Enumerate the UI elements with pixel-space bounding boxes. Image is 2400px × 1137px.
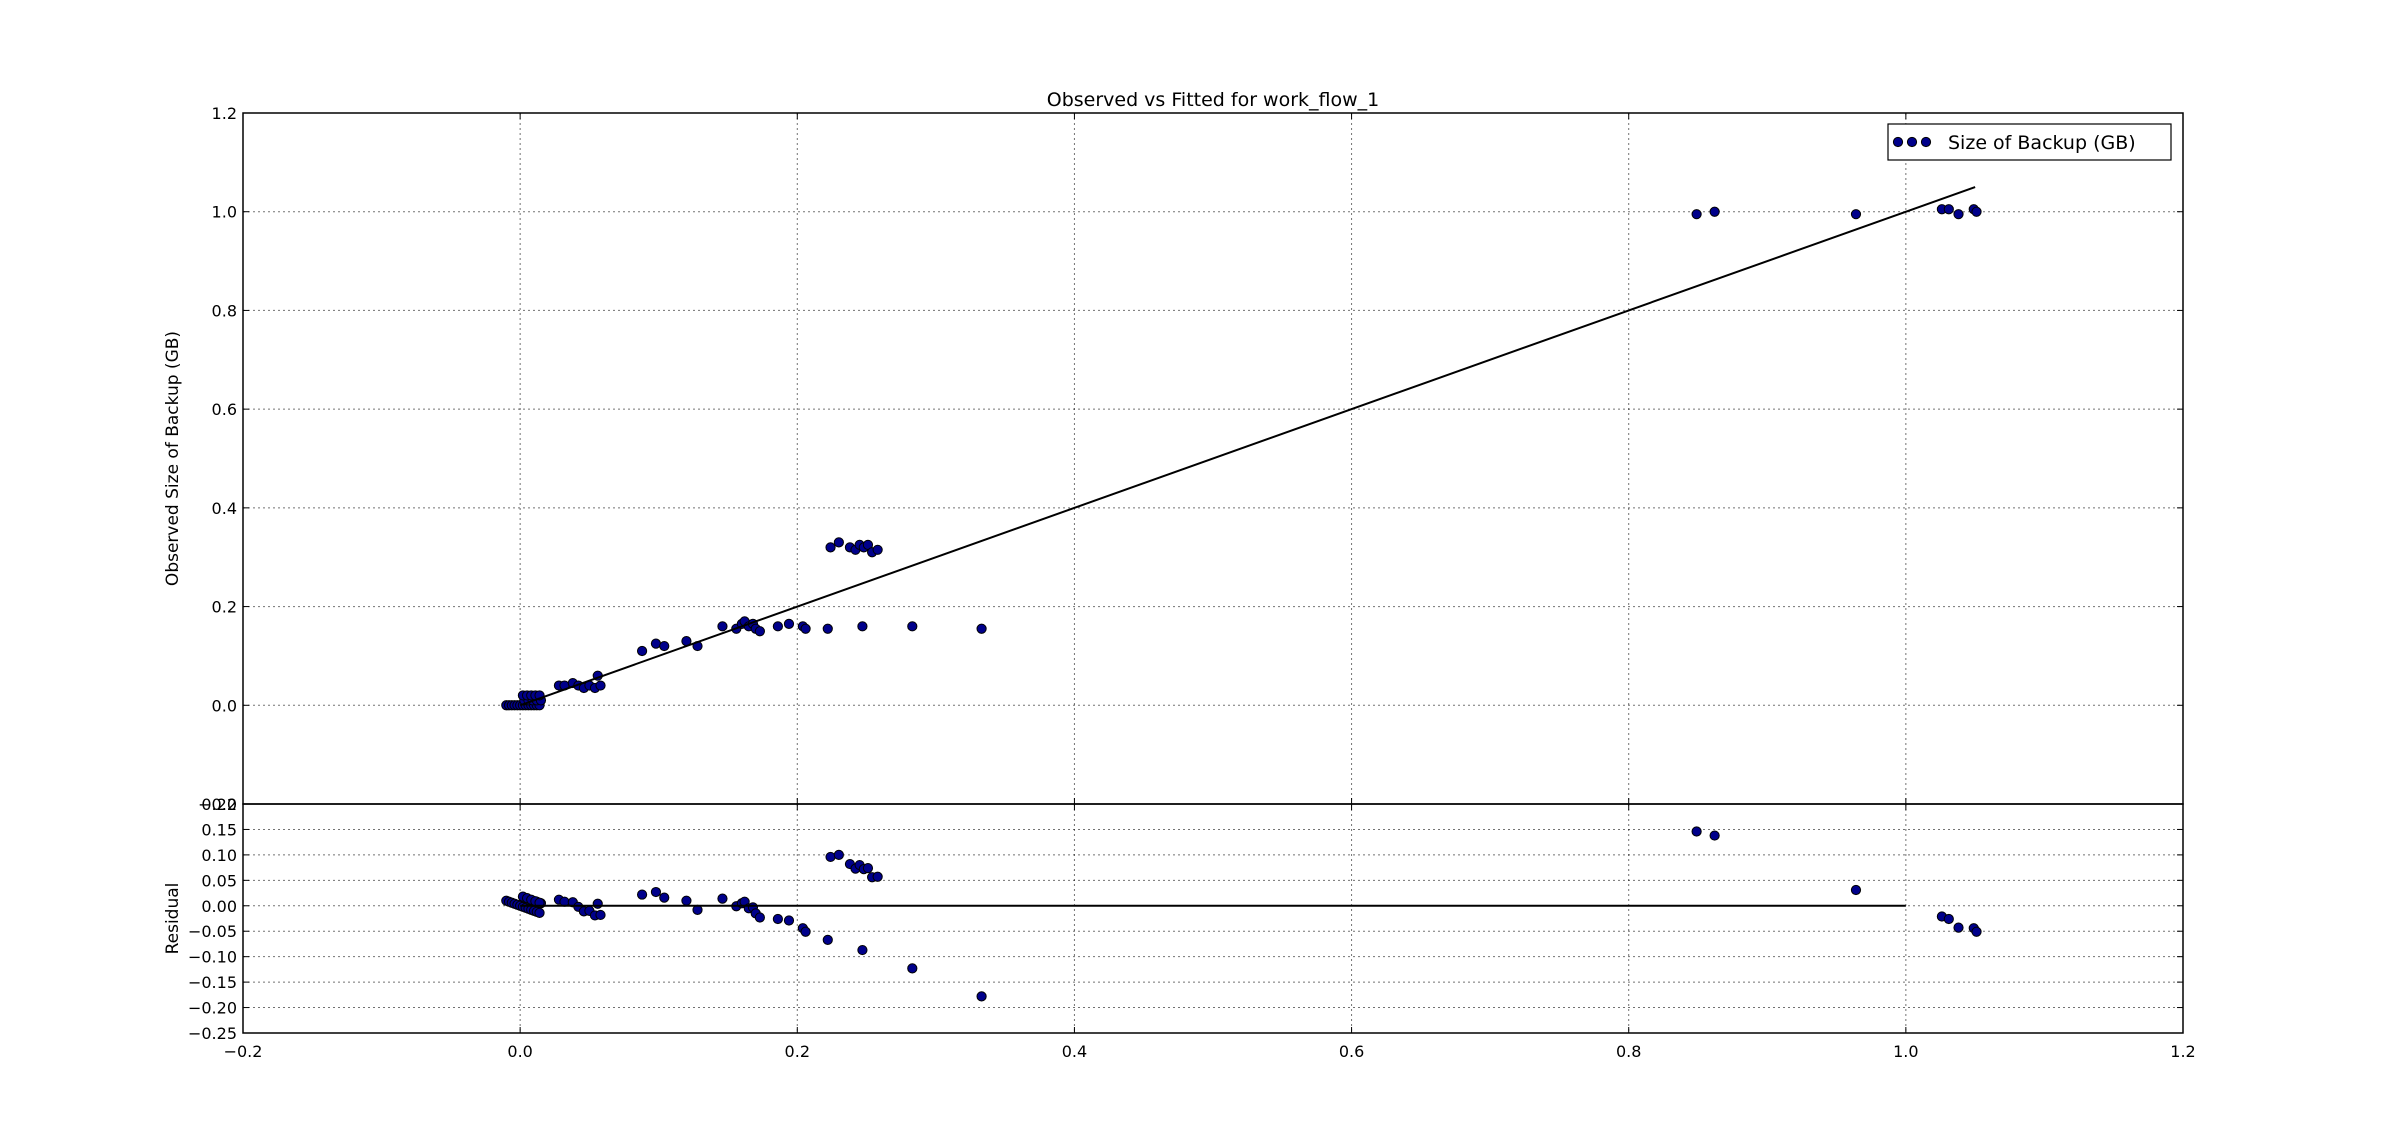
main-data-point <box>783 618 795 629</box>
resid-y-tick-label: 0.10 <box>201 846 237 865</box>
resid-y-tick-label: −0.20 <box>188 999 237 1018</box>
main-data-point <box>822 623 833 634</box>
resid-x-tick-label: 0.4 <box>1062 1042 1087 1061</box>
legend-marker <box>1892 136 1904 148</box>
resid-y-tick-label: −0.25 <box>188 1024 237 1043</box>
resid-data-point <box>833 849 844 860</box>
legend: Size of Backup (GB) <box>1887 123 2172 161</box>
resid-data-point <box>907 963 918 974</box>
main-plot-panel: −0.2 0.0 0.2 0.4 0.6 0.8 1.0 1.2 Observed vs Fi… <box>163 89 2184 814</box>
main-data-point <box>1691 209 1702 220</box>
main-y-tick-label: 0.6 <box>212 400 237 419</box>
resid-data-point <box>1953 922 1964 933</box>
main-data-point <box>833 537 844 548</box>
resid-data-point <box>976 991 987 1002</box>
main-y-tick-label: 1.2 <box>212 104 237 123</box>
resid-data-point <box>595 909 606 921</box>
resid-data-point <box>754 912 765 923</box>
main-data-point <box>857 621 868 632</box>
main-data-point <box>595 680 606 691</box>
chart-title: Observed vs Fitted for work_flow_1 <box>1047 89 1380 111</box>
legend-box <box>1887 123 2172 161</box>
legend-marker <box>1920 136 1932 148</box>
residual-plot-panel: −0.2 0.0 0.2 0.4 0.6 0.8 1.0 1.2 −0.25 −0.20 −0.15… <box>163 795 2196 1061</box>
main-y-tick-label: 0.4 <box>212 499 237 518</box>
resid-data-point <box>717 893 728 904</box>
resid-data-point <box>534 907 545 919</box>
main-data-point <box>800 623 811 634</box>
resid-data-point <box>592 898 603 909</box>
main-y-tick-label: −0.2 <box>198 795 237 814</box>
main-data-point <box>636 645 648 657</box>
legend-entry-label: Size of Backup (GB) <box>1948 132 2136 154</box>
resid-x-tick-label: 0.2 <box>785 1042 810 1061</box>
main-ticks: −0.2 0.0 0.2 0.4 0.6 0.8 1.0 1.2 <box>198 104 2184 814</box>
main-data-point <box>650 638 662 649</box>
resid-y-tick-label: 0.20 <box>201 795 237 814</box>
main-data-point <box>825 542 836 553</box>
resid-data-point <box>681 895 692 906</box>
resid-data-point <box>783 915 795 926</box>
y-axis-label: Observed Size of Backup (GB) <box>163 331 183 586</box>
main-data-point <box>1971 206 1982 217</box>
resid-x-tick-label: 1.2 <box>2170 1042 2195 1061</box>
resid-y-tick-label: −0.15 <box>188 973 237 992</box>
main-data-point <box>976 623 987 634</box>
resid-y-tick-label: −0.10 <box>188 948 237 967</box>
resid-data-point <box>872 871 883 882</box>
resid-data-point <box>1971 926 1982 937</box>
main-data-point <box>717 621 728 632</box>
residual-marks <box>501 826 1982 1002</box>
resid-data-point <box>636 889 648 900</box>
main-data-point <box>772 621 783 632</box>
resid-data-point <box>1691 826 1702 837</box>
resid-data-point <box>857 944 868 956</box>
resid-y-tick-label: 0.15 <box>201 820 237 839</box>
resid-data-point <box>1709 830 1720 841</box>
resid-x-tick-label: 0.6 <box>1339 1042 1364 1061</box>
main-data-point <box>754 626 765 637</box>
legend-marker <box>1906 136 1918 148</box>
resid-data-point <box>650 886 662 898</box>
main-data-point <box>1709 206 1720 217</box>
resid-y-tick-label: 0.00 <box>201 897 237 916</box>
main-data-point <box>907 621 918 632</box>
main-fit-line <box>519 186 1976 707</box>
residual-ticks: −0.2 0.0 0.2 0.4 0.6 0.8 1.0 1.2 −0.25 −0.20 −0.15… <box>188 795 2196 1061</box>
legend-markers <box>1892 136 1932 148</box>
main-data-point <box>659 640 670 652</box>
resid-y-tick-label: 0.05 <box>201 871 237 890</box>
main-data-point <box>1850 209 1862 220</box>
resid-data-point <box>659 892 670 903</box>
main-data-point <box>872 544 883 555</box>
residual-grid <box>243 804 2183 1033</box>
main-y-tick-label: 1.0 <box>212 203 237 222</box>
resid-data-point <box>825 851 836 863</box>
resid-data-point <box>822 934 833 945</box>
resid-data-point <box>800 926 811 937</box>
main-y-tick-label: 0.8 <box>212 301 237 320</box>
resid-x-tick-label: 0.8 <box>1616 1042 1641 1061</box>
residual-y-axis-label: Residual <box>163 883 183 955</box>
main-data-point <box>1943 204 1954 215</box>
resid-x-tick-label: 1.0 <box>1893 1042 1918 1061</box>
resid-data-point <box>772 913 783 925</box>
resid-data-point <box>1850 884 1862 896</box>
resid-x-tick-label: 0.0 <box>507 1042 532 1061</box>
main-y-tick-label: 0.2 <box>212 598 237 617</box>
main-data-point <box>1953 209 1964 220</box>
resid-x-tick-label: −0.2 <box>224 1042 263 1061</box>
resid-data-point <box>862 863 874 874</box>
main-marks <box>501 186 1982 711</box>
resid-y-tick-label: −0.05 <box>188 922 237 941</box>
resid-data-point <box>1943 913 1954 925</box>
residual-plot-frame <box>242 803 2184 1034</box>
main-y-tick-label: 0.0 <box>212 696 237 715</box>
